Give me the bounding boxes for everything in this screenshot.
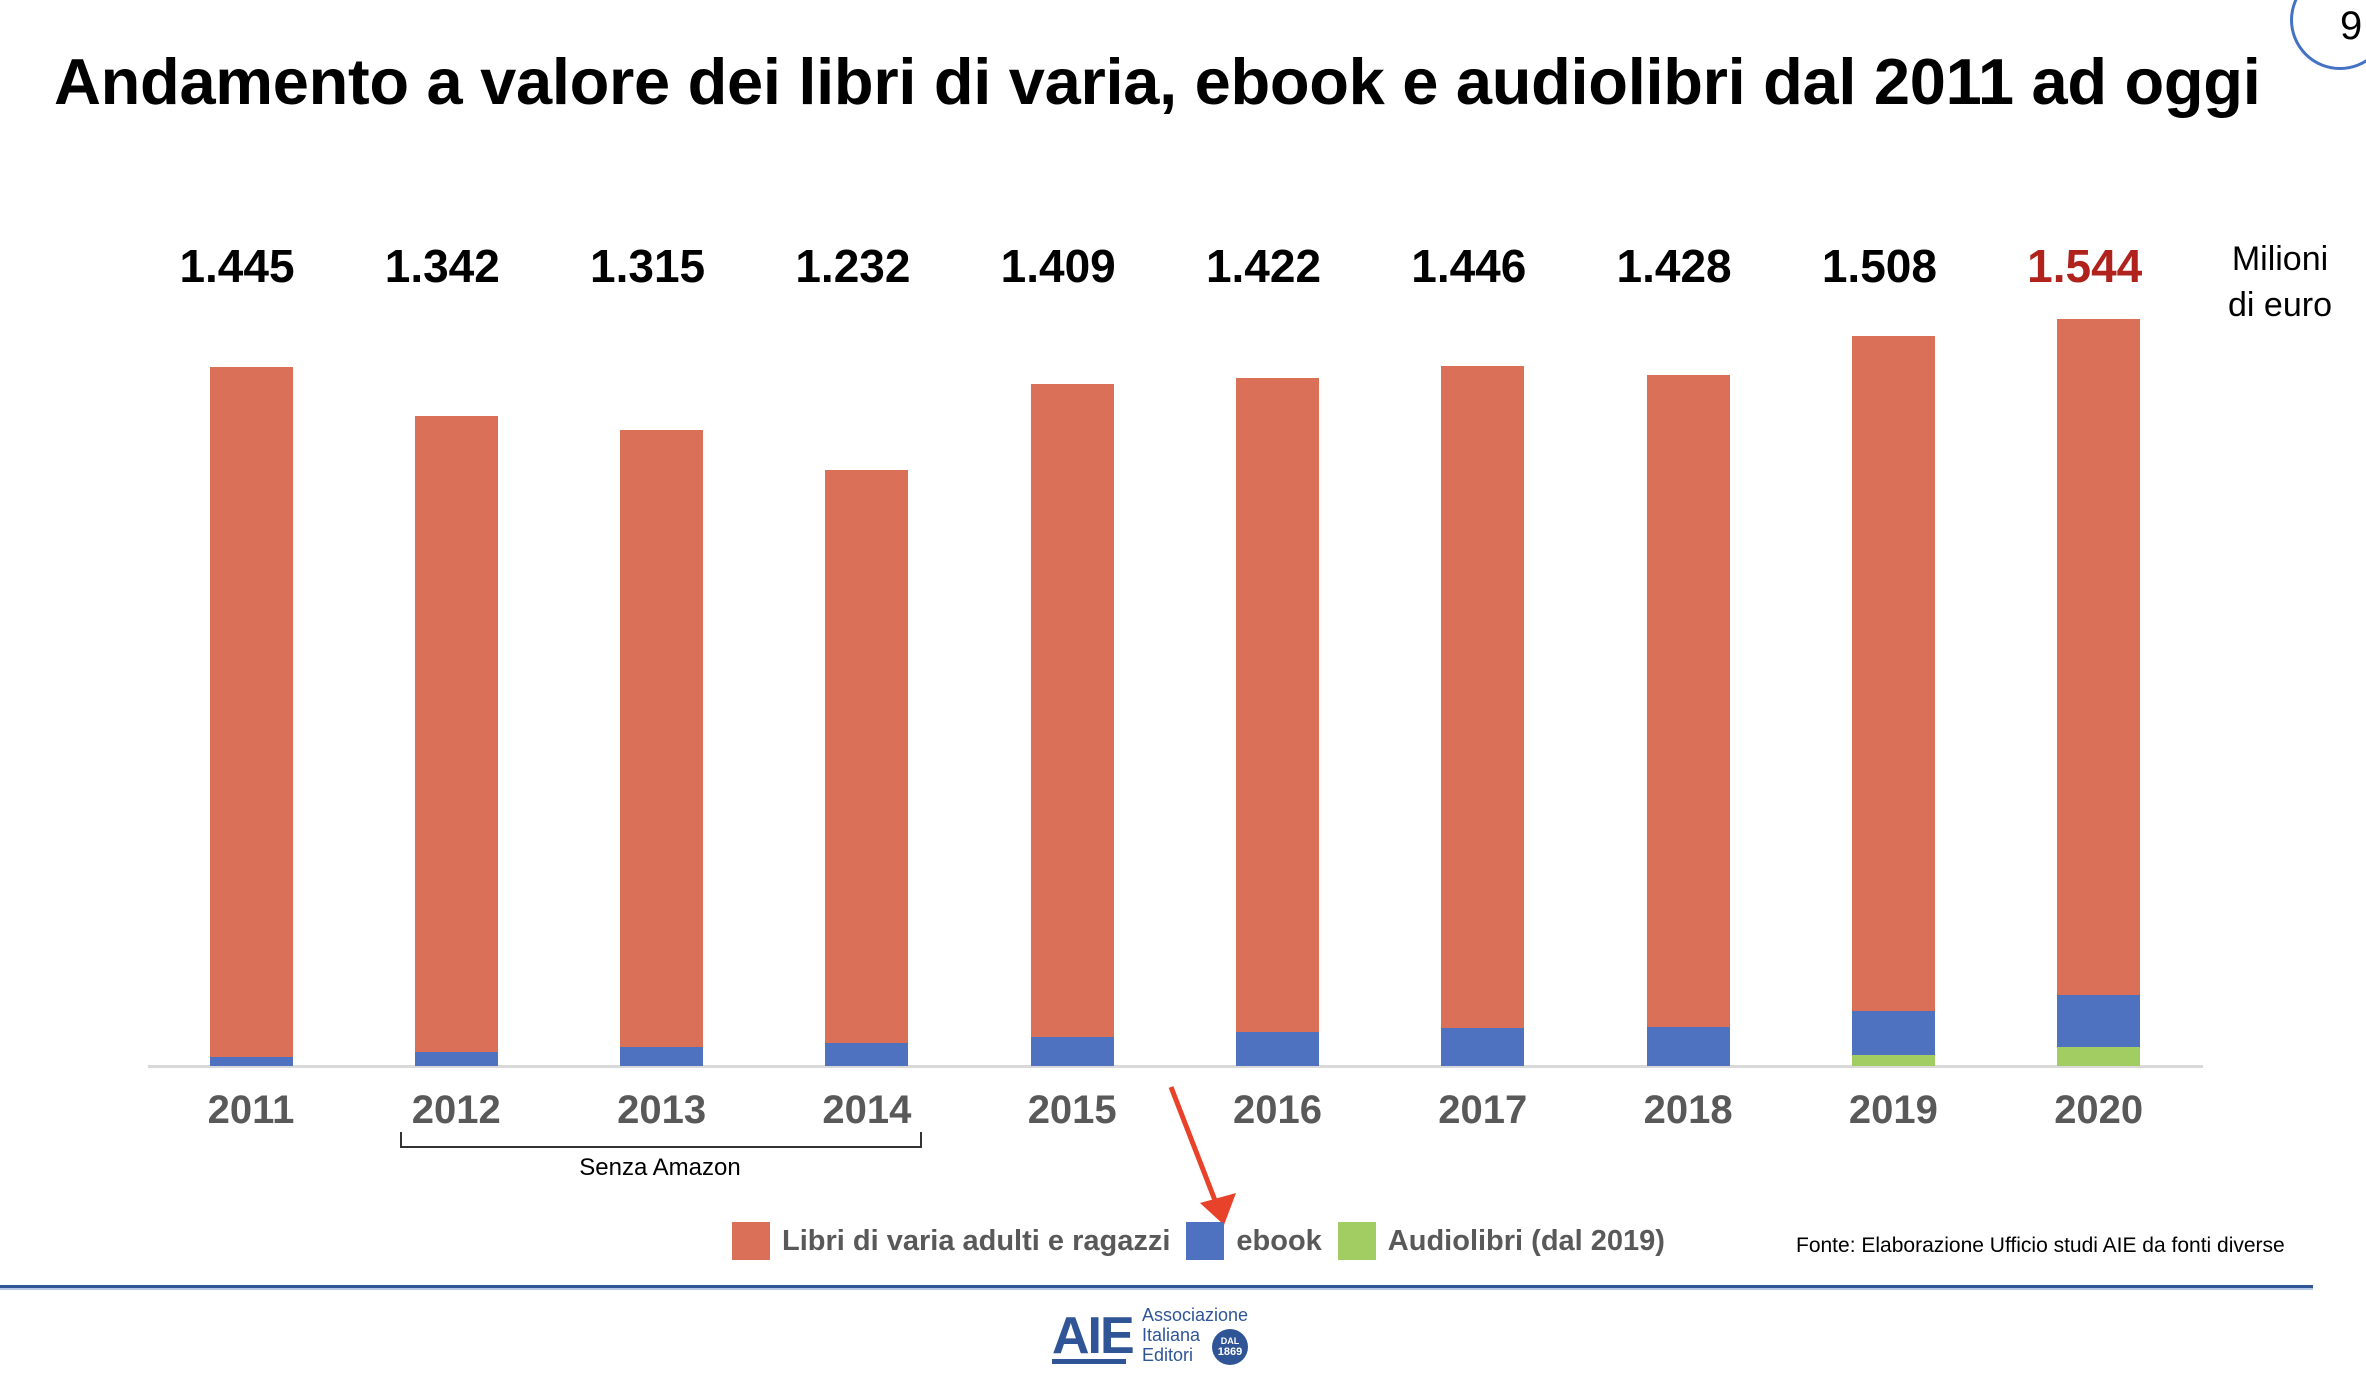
total-label: 1.409: [1000, 240, 1116, 292]
bar-segment-ebook: [1441, 1027, 1525, 1066]
source-note: Fonte: Elaborazione Ufficio studi AIE da…: [1796, 1234, 2285, 1257]
total-label: 1.315: [590, 240, 706, 292]
x-axis-label: 2015: [1027, 1088, 1117, 1132]
bar-2018: [1646, 374, 1730, 1066]
bar-2017: [1441, 366, 1525, 1066]
bar-segment-varia: [1030, 384, 1114, 1037]
total-label: 1.446: [1411, 240, 1527, 292]
unit-line-2: di euro: [2228, 286, 2332, 324]
badge-bottom: 1869: [1217, 1346, 1243, 1358]
legend-item-ebook: ebook: [1186, 1222, 1322, 1260]
legend-label: ebook: [1236, 1224, 1322, 1257]
total-label: 1.342: [384, 240, 500, 292]
logo-line-2: Italiana: [1142, 1325, 1201, 1345]
badge-top: DAL: [1220, 1336, 1240, 1346]
slide-title: Andamento a valore dei libri di varia, e…: [54, 45, 2261, 118]
chart-legend: Libri di varia adulti e ragazzi ebook Au…: [732, 1222, 1681, 1260]
bar-segment-varia: [1851, 336, 1935, 1011]
bar-segment-varia: [1236, 377, 1319, 1033]
x-axis-line: [148, 1065, 2203, 1068]
bar-2019: [1851, 336, 1935, 1066]
bar-segment-ebook: [1851, 1010, 1935, 1055]
x-axis-label: 2016: [1233, 1088, 1322, 1132]
x-axis-label: 2019: [1848, 1088, 1938, 1132]
logo-badge: DAL 1869: [1212, 1329, 1248, 1365]
bar-segment-ebook: [1030, 1036, 1114, 1066]
bar-segment-audio: [2057, 1047, 2141, 1066]
x-axis-label: 2012: [411, 1088, 501, 1132]
bar-segment-ebook: [414, 1051, 498, 1066]
legend-item-varia: Libri di varia adulti e ragazzi: [732, 1222, 1170, 1260]
unit-label: Milioni di euro: [2210, 236, 2350, 328]
bar-2014: [825, 469, 909, 1066]
aie-logo: AIE Associazione Italiana Editori DAL 18…: [1052, 1305, 1262, 1369]
varia-swatch-icon: [732, 1222, 770, 1260]
page-number: 9: [2340, 4, 2363, 48]
arrow-icon: [1168, 1086, 1236, 1225]
bar-segment-ebook: [620, 1047, 704, 1066]
total-label: 1.508: [1821, 240, 1937, 292]
unit-line-1: Milioni: [2231, 240, 2329, 278]
bar-segment-varia: [825, 469, 909, 1043]
book-icon: [1052, 1359, 1126, 1364]
audio-swatch-icon: [1337, 1222, 1376, 1260]
logo-mark: AIE: [1052, 1307, 1135, 1365]
legend-label: Libri di varia adulti e ragazzi: [782, 1224, 1171, 1257]
bar-segment-varia: [2057, 318, 2141, 996]
bar-segment-varia: [209, 366, 293, 1057]
bar-segment-varia: [414, 416, 498, 1052]
x-axis-label: 2017: [1438, 1088, 1528, 1132]
bar-2012: [414, 416, 498, 1066]
total-label: 1.544: [2027, 240, 2143, 292]
bar-2020: [2057, 318, 2141, 1066]
logo-line-3: Editori: [1142, 1345, 1194, 1365]
page-number-circle: [2290, 0, 2366, 70]
total-label: 1.422: [1205, 240, 1322, 292]
bar-2016: [1236, 377, 1319, 1066]
total-label: 1.428: [1616, 240, 1732, 292]
legend-item-audio: Audiolibri (dal 2019): [1337, 1222, 1665, 1260]
bar-segment-audio: [1851, 1054, 1935, 1066]
logo-text: Associazione Italiana Editori: [1142, 1305, 1248, 1365]
bar-2013: [620, 429, 704, 1066]
bar-segment-ebook: [2057, 995, 2141, 1048]
x-axis-label: 2013: [617, 1088, 707, 1132]
x-axis-label: 2011: [207, 1088, 295, 1132]
legend-label: Audiolibri (dal 2019): [1387, 1224, 1665, 1257]
senza-amazon-label: Senza Amazon: [579, 1154, 741, 1181]
ebook-swatch-icon: [1186, 1222, 1225, 1260]
footer-separator: [0, 1285, 2313, 1288]
bar-2011: [209, 366, 293, 1066]
bar-segment-ebook: [825, 1042, 909, 1066]
total-label: 1.232: [795, 240, 911, 292]
senza-amazon-bracket: [400, 1132, 922, 1148]
x-axis-label: 2014: [822, 1088, 912, 1132]
x-axis-label: 2018: [1643, 1088, 1733, 1132]
logo-line-1: Associazione: [1142, 1305, 1249, 1325]
bar-segment-varia: [620, 429, 704, 1048]
bar-segment-ebook: [1236, 1032, 1319, 1066]
bar-segment-ebook: [209, 1056, 293, 1066]
bar-segment-varia: [1646, 374, 1730, 1027]
bar-2015: [1030, 384, 1114, 1066]
total-label: 1.445: [179, 240, 295, 292]
bar-segment-ebook: [1646, 1026, 1730, 1066]
bar-segment-varia: [1441, 366, 1525, 1028]
x-axis-label: 2020: [2054, 1088, 2144, 1132]
